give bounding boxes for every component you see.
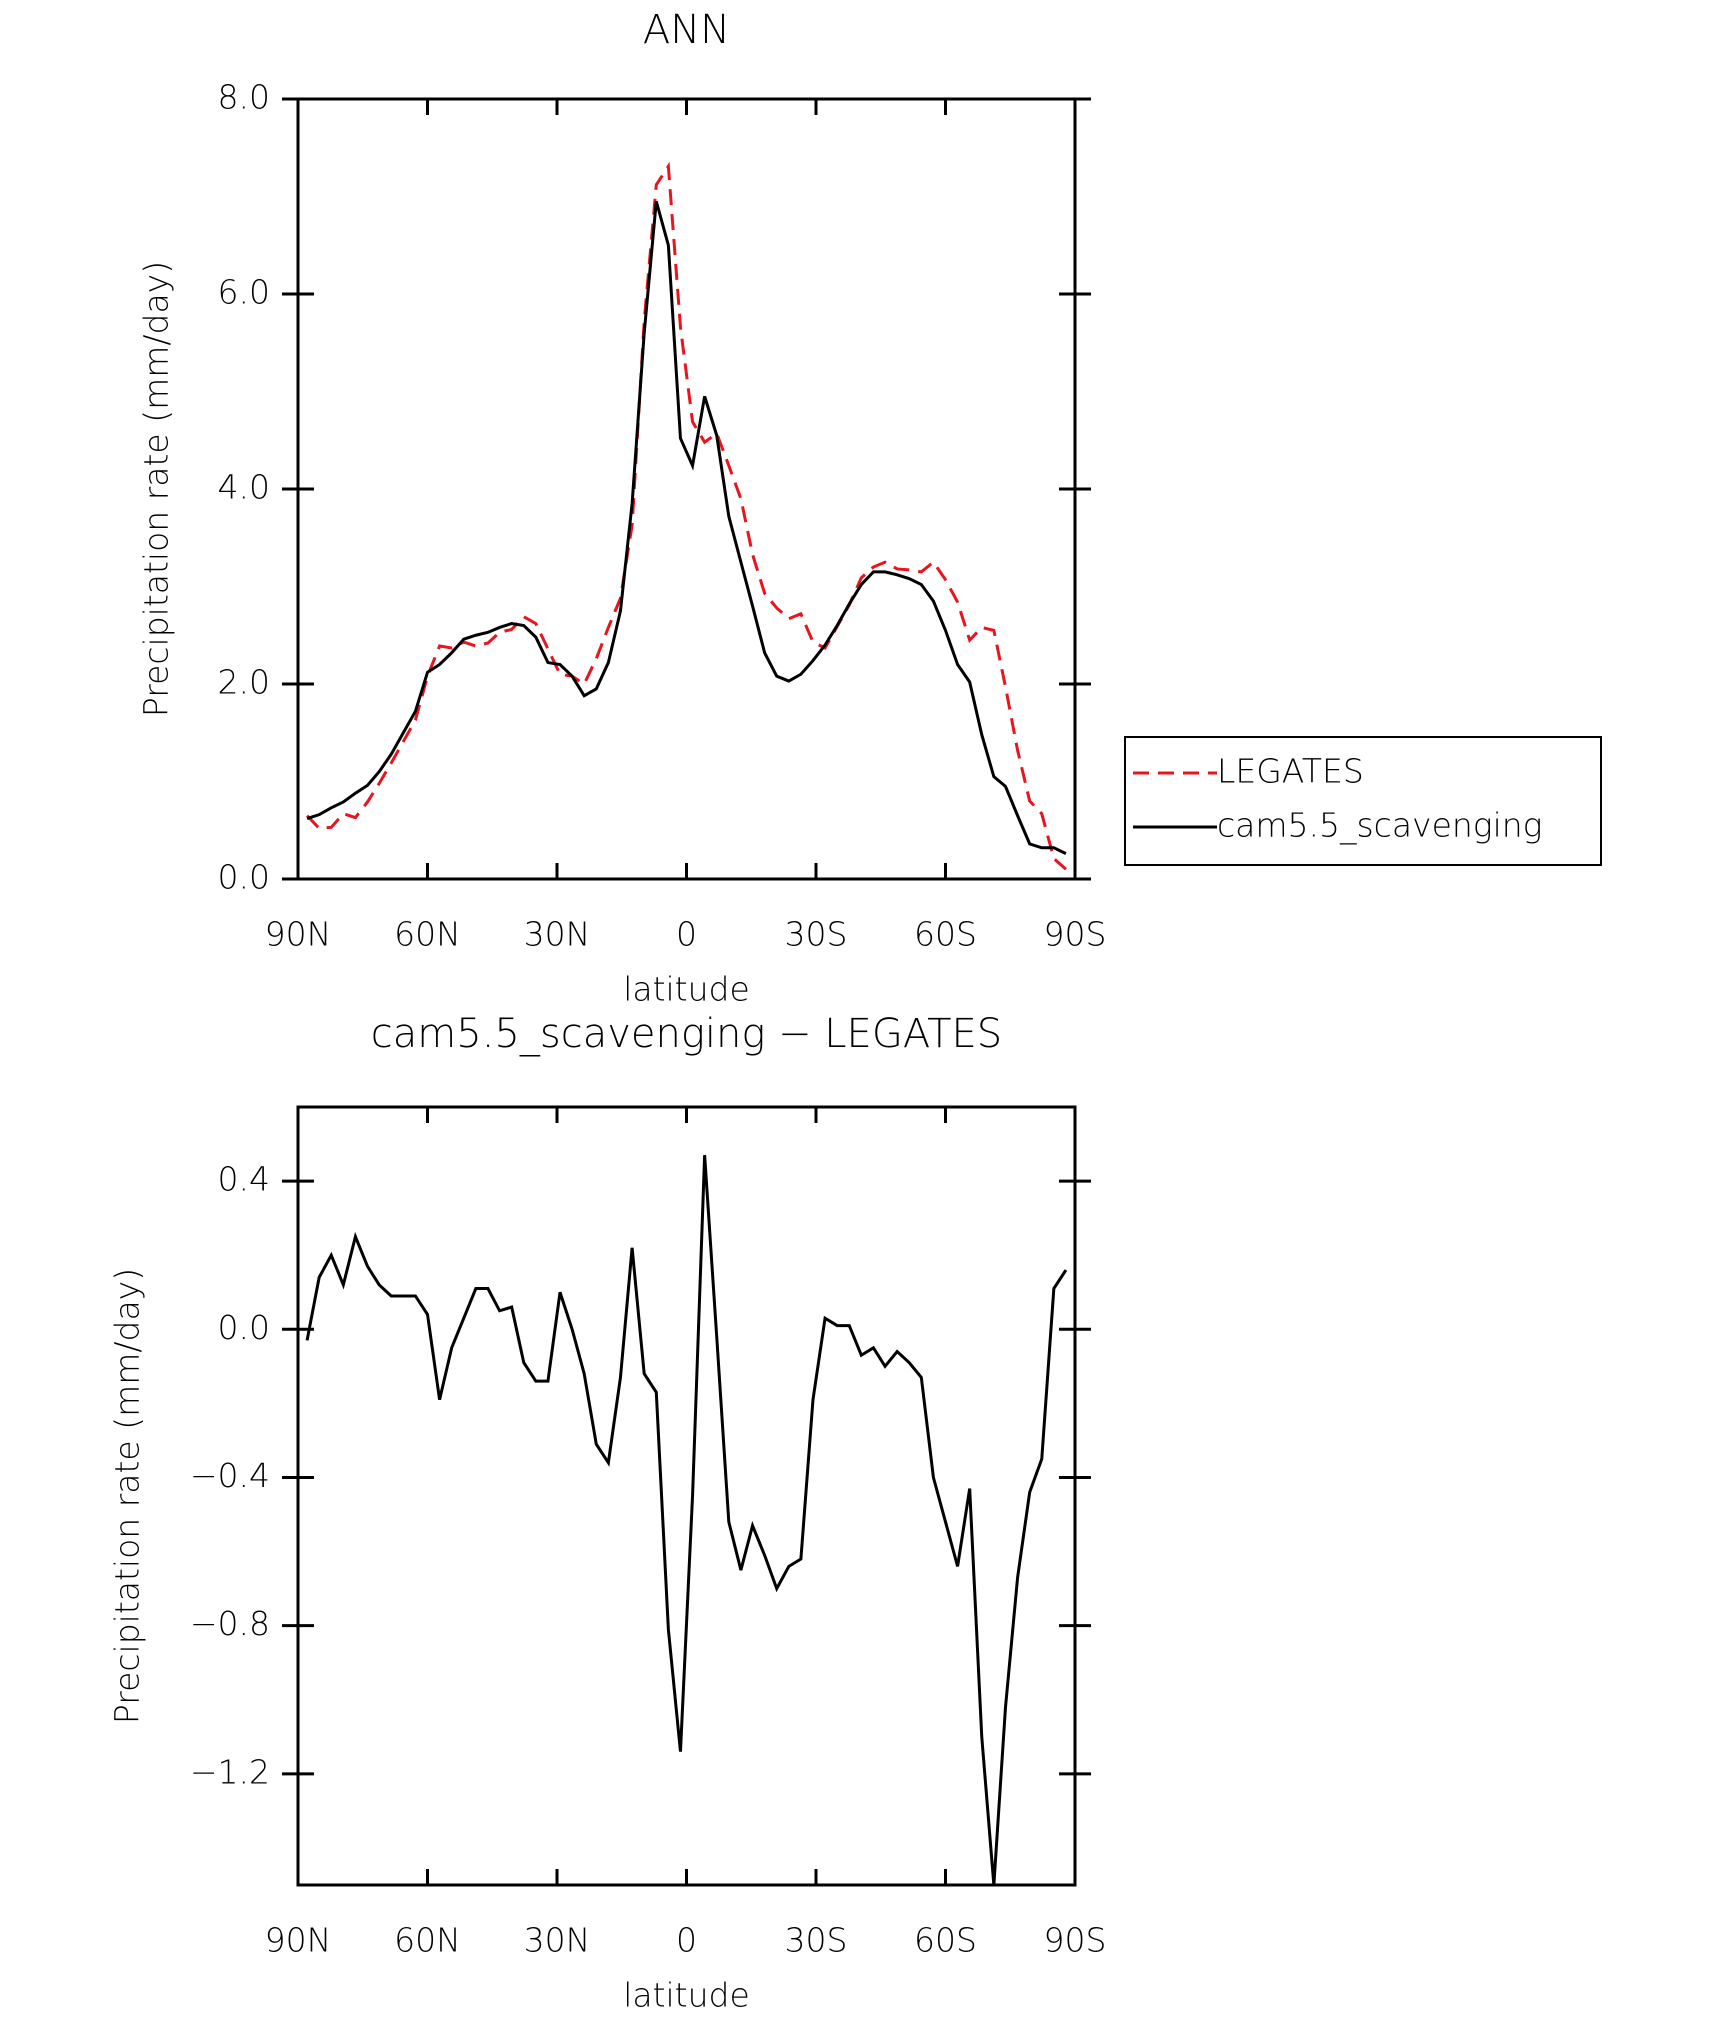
y-axis-label: Precipitation rate (mm/day)	[108, 1268, 147, 1724]
x-tick-label: 90N	[265, 1921, 332, 1960]
chart-title: cam5.5_scavenging − LEGATES	[371, 1011, 1002, 1057]
x-tick-label: 30S	[785, 1921, 848, 1960]
x-tick-label: 90N	[265, 915, 332, 954]
x-tick-label: 60N	[394, 915, 461, 954]
x-tick-label: 60S	[914, 915, 977, 954]
x-tick-label: 30N	[524, 1921, 591, 1960]
x-axis-label: latitude	[623, 1976, 750, 2015]
plot-frame	[296, 1105, 1077, 1887]
plot-frame	[296, 97, 1077, 881]
y-tick-label: −1.2	[190, 1752, 270, 1791]
data-line	[306, 200, 1067, 856]
legend-box	[1124, 736, 1602, 866]
y-tick-label: 8.0	[218, 78, 270, 117]
data-line	[305, 161, 1067, 871]
y-tick-label: 0.0	[218, 1308, 270, 1347]
legend-label: LEGATES	[1217, 752, 1364, 791]
x-tick-label: 90S	[1044, 915, 1107, 954]
x-tick-label: 90S	[1044, 1921, 1107, 1960]
chart-title: ANN	[643, 7, 730, 53]
legend-label: cam5.5_scavenging	[1217, 806, 1543, 846]
x-tick-label: 30N	[524, 915, 591, 954]
x-tick-label: 30S	[785, 915, 848, 954]
x-tick-label: 60S	[914, 1921, 977, 1960]
y-tick-label: 2.0	[218, 663, 270, 702]
y-tick-label: 0.4	[218, 1160, 270, 1199]
y-tick-label: 0.0	[218, 858, 270, 897]
y-tick-label: 4.0	[218, 468, 270, 507]
y-axis-label: Precipitation rate (mm/day)	[137, 261, 176, 717]
y-tick-label: −0.4	[190, 1456, 270, 1495]
data-line	[305, 1155, 1068, 1886]
y-tick-label: 6.0	[218, 273, 270, 312]
x-tick-label: 60N	[394, 1921, 461, 1960]
x-tick-label: 0	[676, 915, 697, 954]
x-tick-label: 0	[676, 1921, 697, 1960]
y-tick-label: −0.8	[190, 1604, 270, 1643]
x-axis-label: latitude	[623, 970, 750, 1009]
